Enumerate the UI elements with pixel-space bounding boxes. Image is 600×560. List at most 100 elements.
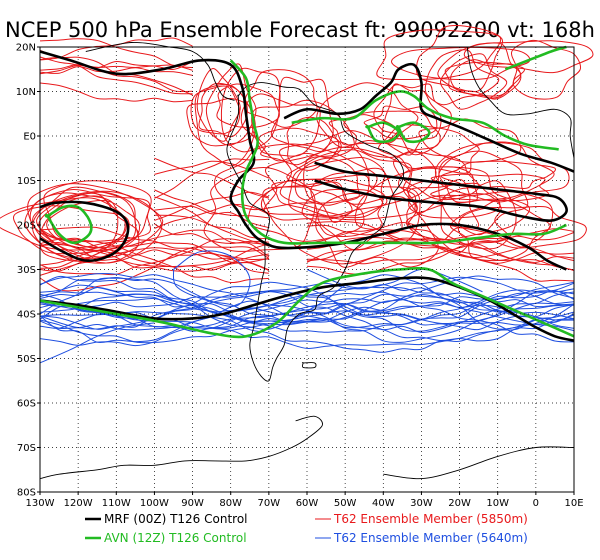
- lat-tick-label: 40S: [17, 310, 36, 321]
- avn-control-contour: [395, 121, 431, 144]
- legend-label: AVN (12Z) T126 Control: [104, 531, 247, 545]
- mrf-control-contour: [283, 62, 575, 173]
- lat-tick-label: 20N: [16, 43, 36, 54]
- lat-tick-label: 10N: [16, 87, 36, 98]
- red-member-contour: [263, 146, 418, 221]
- red-member-contour: [154, 214, 270, 247]
- avn-control-contour: [44, 204, 93, 245]
- red-member-contour: [39, 82, 193, 103]
- lat-tick-label: 20S: [17, 221, 36, 232]
- red-member-contour: [24, 192, 119, 259]
- red-member-contour: [437, 150, 529, 236]
- red-member-contour: [220, 67, 281, 153]
- red-member-contour: [306, 232, 575, 265]
- blue-member-contour: [39, 322, 155, 364]
- legend-label: MRF (00Z) T126 Control: [104, 512, 248, 526]
- blue-member-contour: [172, 250, 251, 307]
- red-member-contour: [440, 53, 508, 110]
- lat-tick-label: 80S: [17, 488, 36, 499]
- mrf-control-contour: [39, 50, 567, 271]
- red-member-contour: [315, 192, 439, 268]
- red-member-contour: [244, 69, 318, 128]
- red-member-contour: [154, 160, 270, 179]
- red-member-contour: [408, 182, 501, 219]
- red-member-contour: [258, 127, 342, 166]
- blue-member-contour: [39, 301, 575, 329]
- lon-tick-label: 50W: [334, 498, 357, 509]
- red-member-contour: [46, 200, 140, 249]
- red-member-contour: [306, 236, 575, 271]
- red-member-contour: [198, 82, 248, 138]
- red-member-contour: [154, 158, 269, 199]
- lon-tick-label: 80W: [219, 498, 242, 509]
- mrf-control-contour: [39, 200, 130, 263]
- red-member-contour: [450, 59, 522, 100]
- falkland-islands: [301, 362, 317, 369]
- mrf-control-contour: [39, 276, 575, 342]
- red-member-contour: [262, 178, 421, 265]
- red-member-contour: [437, 42, 522, 99]
- avn-control-contour: [291, 90, 559, 151]
- lon-tick-label: 90W: [181, 498, 204, 509]
- red-member-contour: [415, 25, 504, 93]
- red-member-contour: [196, 68, 241, 142]
- avn-control-contour: [229, 59, 567, 245]
- red-member-contour: [328, 114, 399, 146]
- lon-tick-label: 20W: [448, 498, 471, 509]
- red-member-contour: [154, 204, 270, 229]
- legend-label: T62 Ensemble Member (5850m): [333, 512, 528, 526]
- red-member-contour: [216, 83, 280, 128]
- ensemble-5640m-contours: [39, 250, 575, 364]
- red-member-contour: [391, 46, 531, 81]
- red-member-contour: [463, 40, 594, 74]
- antarctica-coastline: [39, 415, 323, 480]
- legend: MRF (00Z) T126 Control T62 Ensemble Membe…: [85, 512, 528, 545]
- red-member-contour: [203, 167, 316, 252]
- lat-tick-label: E0: [23, 132, 36, 143]
- red-member-contour: [186, 97, 255, 147]
- lon-tick-label: 10E: [564, 498, 583, 509]
- red-member-contour: [13, 205, 130, 255]
- lon-tick-label: 30W: [410, 498, 433, 509]
- red-member-contour: [440, 180, 517, 250]
- lat-tick-label: 60S: [17, 399, 36, 410]
- red-member-contour: [444, 61, 525, 97]
- blue-member-contour: [39, 275, 575, 323]
- control-contours: [39, 45, 575, 342]
- blue-member-contour: [39, 281, 575, 332]
- lon-tick-label: 130W: [26, 498, 55, 509]
- map-title: NCEP 500 hPa Ensemble Forecast ft: 99092…: [5, 18, 595, 42]
- lon-tick-label: 110W: [102, 498, 131, 509]
- central-america-coastline: [85, 41, 235, 101]
- red-member-contour: [343, 110, 441, 158]
- red-member-contour: [376, 29, 502, 81]
- red-member-contour: [286, 149, 413, 205]
- red-member-contour: [39, 37, 193, 61]
- red-member-contour: [205, 63, 257, 146]
- lon-tick-label: 120W: [64, 498, 93, 509]
- red-member-contour: [354, 166, 531, 241]
- red-member-contour: [154, 189, 269, 219]
- red-member-contour: [29, 189, 151, 243]
- lat-tick-label: 30S: [17, 265, 36, 276]
- red-member-contour: [440, 160, 556, 189]
- red-member-contour: [154, 191, 270, 221]
- lat-tick-label: 10S: [17, 176, 36, 187]
- blue-member-contour: [39, 302, 575, 329]
- avn-control-contour: [365, 121, 400, 144]
- red-member-contour: [214, 143, 378, 211]
- lon-tick-label: 70W: [258, 498, 281, 509]
- lon-tick-label: 40W: [372, 498, 395, 509]
- red-member-contour: [406, 178, 480, 241]
- avn-control-contour: [39, 267, 575, 339]
- red-member-contour: [450, 198, 552, 262]
- blue-member-contour: [39, 286, 575, 333]
- red-member-contour: [32, 186, 137, 251]
- antarctica-coastline: [383, 446, 575, 480]
- africa-coastline: [466, 46, 575, 159]
- red-member-contour: [190, 85, 241, 135]
- blue-member-contour: [39, 294, 575, 329]
- red-member-contour: [511, 39, 582, 100]
- avn-control-contour: [504, 45, 567, 71]
- lon-tick-label: 100W: [140, 498, 169, 509]
